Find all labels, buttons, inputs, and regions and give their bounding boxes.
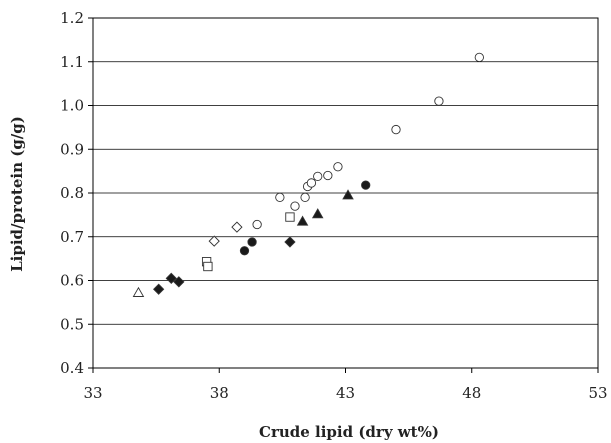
- data-point: [239, 246, 250, 256]
- x-axis-title: Crude lipid (dry wt%): [259, 423, 439, 441]
- data-point: [203, 261, 213, 272]
- y-tick-label: 1.1: [60, 53, 84, 71]
- x-tick-label: 38: [210, 384, 229, 402]
- data-point: [165, 272, 177, 284]
- data-point: [275, 192, 285, 203]
- data-point: [391, 124, 401, 135]
- data-point: [285, 212, 295, 222]
- data-point: [284, 236, 296, 248]
- data-point: [231, 221, 243, 233]
- data-point: [474, 52, 484, 63]
- x-tick-label: 53: [588, 384, 607, 402]
- data-point: [132, 286, 145, 297]
- data-point: [306, 178, 317, 188]
- x-tick-label: 48: [462, 384, 481, 402]
- y-tick-label: 0.5: [60, 315, 84, 333]
- data-point: [290, 201, 300, 211]
- data-point: [311, 208, 324, 219]
- data-point: [313, 171, 323, 182]
- x-axis-ticks: 33 38 43 48 53: [83, 368, 608, 402]
- x-tick-label: 43: [336, 384, 355, 402]
- y-tick-label: 0.4: [60, 359, 84, 377]
- data-point: [252, 219, 262, 230]
- x-tick-label: 33: [83, 384, 102, 402]
- data-point: [333, 162, 343, 172]
- data-point: [434, 96, 444, 106]
- y-tick-label: 0.9: [60, 140, 84, 158]
- data-point: [342, 189, 354, 200]
- y-tick-label: 1.2: [60, 9, 84, 27]
- data-point: [300, 192, 310, 203]
- y-axis-title: Lipid/protein (g/g): [8, 116, 26, 272]
- data-point: [323, 170, 333, 181]
- y-tick-label: 0.6: [60, 272, 84, 290]
- data-point: [208, 235, 220, 247]
- y-tick-label: 1.0: [60, 97, 84, 115]
- data-point: [361, 180, 371, 190]
- data-point: [153, 283, 165, 295]
- data-point: [247, 237, 257, 247]
- data-point: [296, 215, 309, 226]
- data-point: [173, 276, 185, 288]
- y-tick-label: 0.7: [60, 228, 84, 246]
- y-tick-label: 0.8: [60, 184, 84, 202]
- plot-area: [92, 17, 599, 369]
- y-axis-ticks: 0.4 0.5 0.6 0.7 0.8 0.9 1.0 1.1 1.2: [60, 9, 93, 377]
- data-points: [132, 52, 484, 297]
